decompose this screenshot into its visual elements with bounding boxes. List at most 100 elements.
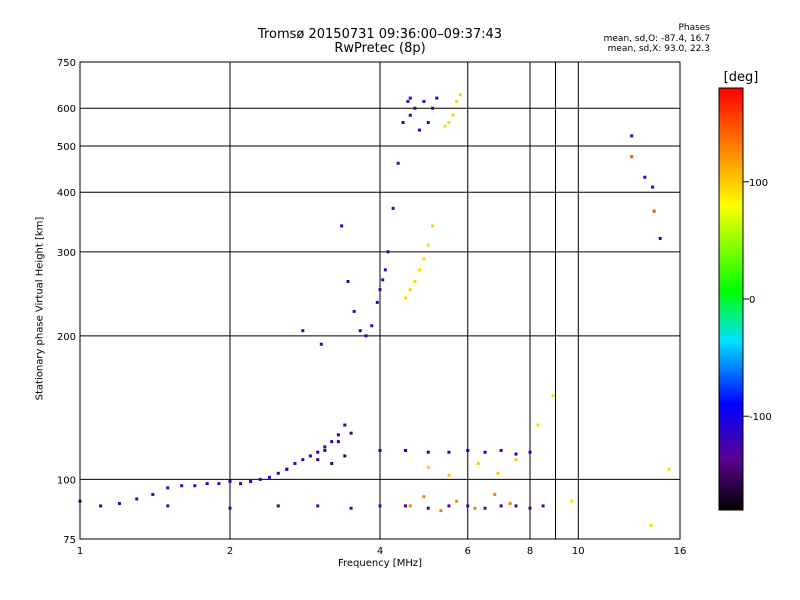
data-point: [370, 324, 374, 328]
data-point: [496, 471, 500, 475]
data-point: [336, 440, 340, 444]
data-point: [267, 475, 271, 479]
data-point: [166, 504, 170, 508]
y-tick-label: 500: [57, 142, 76, 153]
x-axis-label: Frequency [MHz]: [337, 558, 423, 569]
data-point: [447, 504, 451, 508]
data-point: [151, 492, 155, 496]
y-tick-labels: 75 100 200 300 400 500 600 750: [57, 58, 76, 546]
data-point: [381, 278, 385, 282]
y-tick-label: 400: [57, 188, 76, 199]
data-point: [378, 448, 382, 452]
data-point: [447, 121, 451, 125]
data-point: [336, 433, 340, 437]
data-point: [330, 440, 334, 444]
y-tick-label: 750: [57, 58, 76, 69]
data-point: [570, 499, 574, 503]
data-point: [514, 452, 518, 456]
data-point: [364, 334, 368, 338]
data-point: [455, 499, 459, 503]
data-point: [435, 96, 439, 100]
data-point: [391, 206, 395, 210]
data-point: [406, 99, 410, 103]
data-point: [343, 423, 347, 427]
data-point: [528, 450, 532, 454]
data-point: [193, 484, 197, 488]
data-point: [166, 486, 170, 490]
data-point: [408, 504, 412, 508]
data-point: [403, 296, 407, 300]
data-point: [135, 497, 139, 501]
data-point: [483, 506, 487, 510]
data-point: [451, 113, 455, 117]
data-point: [458, 93, 462, 97]
data-point: [499, 504, 503, 508]
data-point: [447, 450, 451, 454]
data-point: [447, 473, 451, 477]
data-point: [276, 471, 280, 475]
data-point: [386, 250, 390, 254]
data-point: [401, 121, 405, 125]
colorbar-unit-label: [deg]: [723, 70, 759, 85]
x-tick-label: 6: [465, 546, 471, 557]
data-point: [343, 454, 347, 458]
data-point: [396, 161, 400, 165]
data-point: [228, 479, 232, 483]
data-point: [417, 128, 421, 132]
data-point: [426, 450, 430, 454]
y-tick-label: 200: [57, 332, 76, 343]
data-point: [426, 465, 430, 469]
data-point: [403, 448, 407, 452]
data-point: [499, 448, 503, 452]
x-tick-label: 4: [377, 546, 383, 557]
data-point: [358, 329, 362, 333]
data-point: [408, 113, 412, 117]
data-point: [466, 504, 470, 508]
data-point: [541, 504, 545, 508]
data-point: [352, 309, 356, 313]
data-point: [413, 106, 417, 110]
plot-frame: [79, 61, 681, 540]
data-point: [99, 504, 103, 508]
data-point: [316, 458, 320, 462]
data-point: [301, 329, 305, 333]
data-point: [431, 106, 435, 110]
data-point: [422, 495, 426, 499]
colorbar-ticks: 100 0 -100: [743, 178, 772, 423]
y-tick-label: 100: [57, 475, 76, 486]
data-point: [426, 506, 430, 510]
chart-title: Tromsø 20150731 09:36:00–09:37:43: [257, 27, 503, 42]
data-point: [378, 504, 382, 508]
data-point: [340, 224, 344, 228]
data-point: [378, 288, 382, 292]
data-point: [643, 175, 647, 179]
data-point: [413, 279, 417, 283]
data-point: [536, 423, 540, 427]
colorbar: [718, 87, 744, 511]
data-point: [651, 185, 655, 189]
data-point: [630, 134, 634, 138]
data-point: [483, 450, 487, 454]
data-point: [301, 458, 305, 462]
data-point: [649, 524, 653, 528]
data-point: [375, 300, 379, 304]
data-point: [551, 393, 555, 397]
phases-x-stats: mean, sd,X: 93.0, 22.3: [607, 44, 710, 54]
data-point: [652, 209, 656, 213]
phases-heading: Phases: [678, 23, 710, 33]
data-point: [180, 484, 184, 488]
data-point: [426, 121, 430, 125]
data-point: [349, 431, 353, 435]
data-point: [319, 342, 323, 346]
data-point: [249, 479, 253, 483]
data-point: [293, 461, 297, 465]
data-point: [443, 124, 447, 128]
phases-o-stats: mean, sd,O: -87.4, 16.7: [603, 34, 710, 44]
data-point: [276, 504, 280, 508]
data-point: [514, 504, 518, 508]
data-point: [349, 506, 353, 510]
x-tick-labels: 1 2 4 6 8 10 16: [77, 546, 687, 557]
data-point: [431, 224, 435, 228]
data-point: [228, 506, 232, 510]
